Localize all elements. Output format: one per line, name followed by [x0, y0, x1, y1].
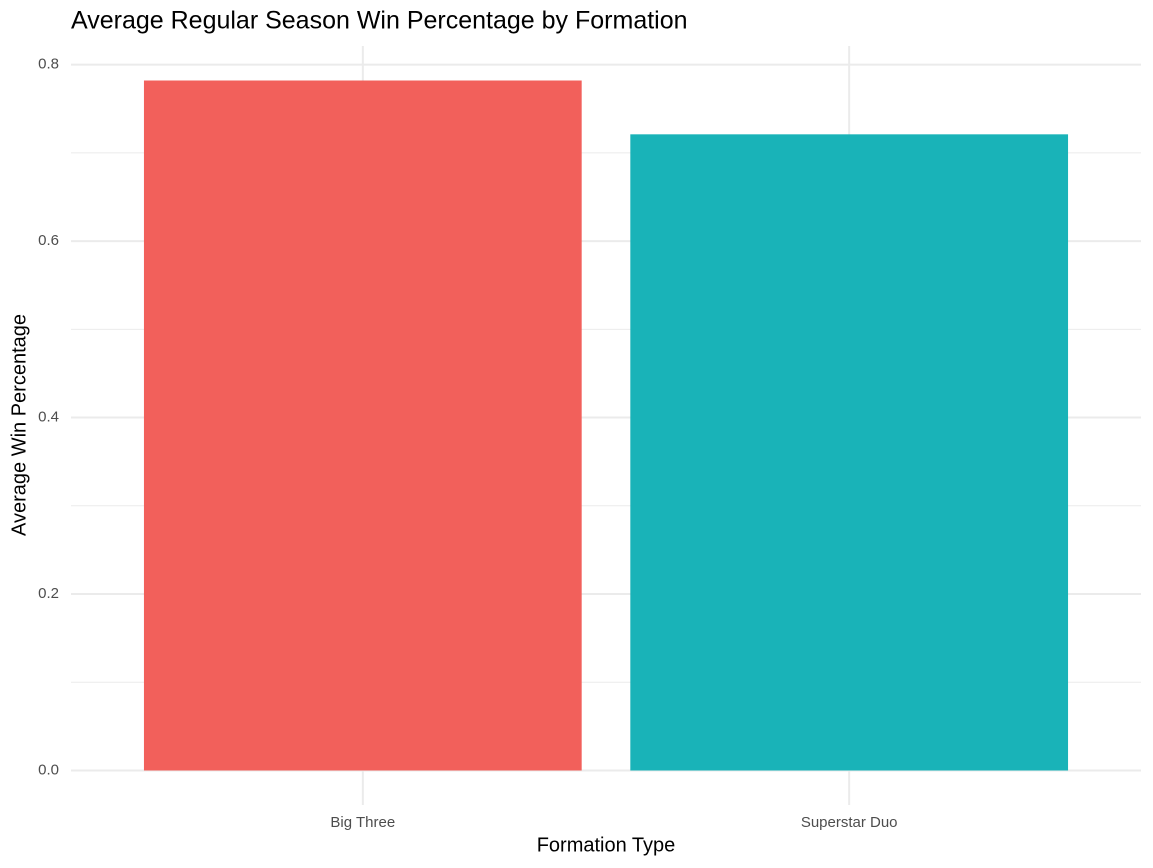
x-tick-label: Big Three	[330, 814, 395, 831]
x-tick-label: Superstar Duo	[801, 814, 898, 831]
x-axis-label: Formation Type	[537, 834, 676, 856]
bar	[630, 134, 1069, 771]
chart-title: Average Regular Season Win Percentage by…	[71, 7, 688, 35]
y-tick-label: 0.0	[38, 761, 59, 778]
y-tick-label: 0.6	[38, 232, 59, 249]
y-axis-label: Average Win Percentage	[8, 314, 30, 536]
y-tick-label: 0.4	[38, 409, 59, 426]
bar	[143, 80, 582, 771]
y-tick-label: 0.2	[38, 585, 59, 602]
marks	[143, 80, 1069, 771]
y-tick-label: 0.8	[38, 56, 59, 73]
